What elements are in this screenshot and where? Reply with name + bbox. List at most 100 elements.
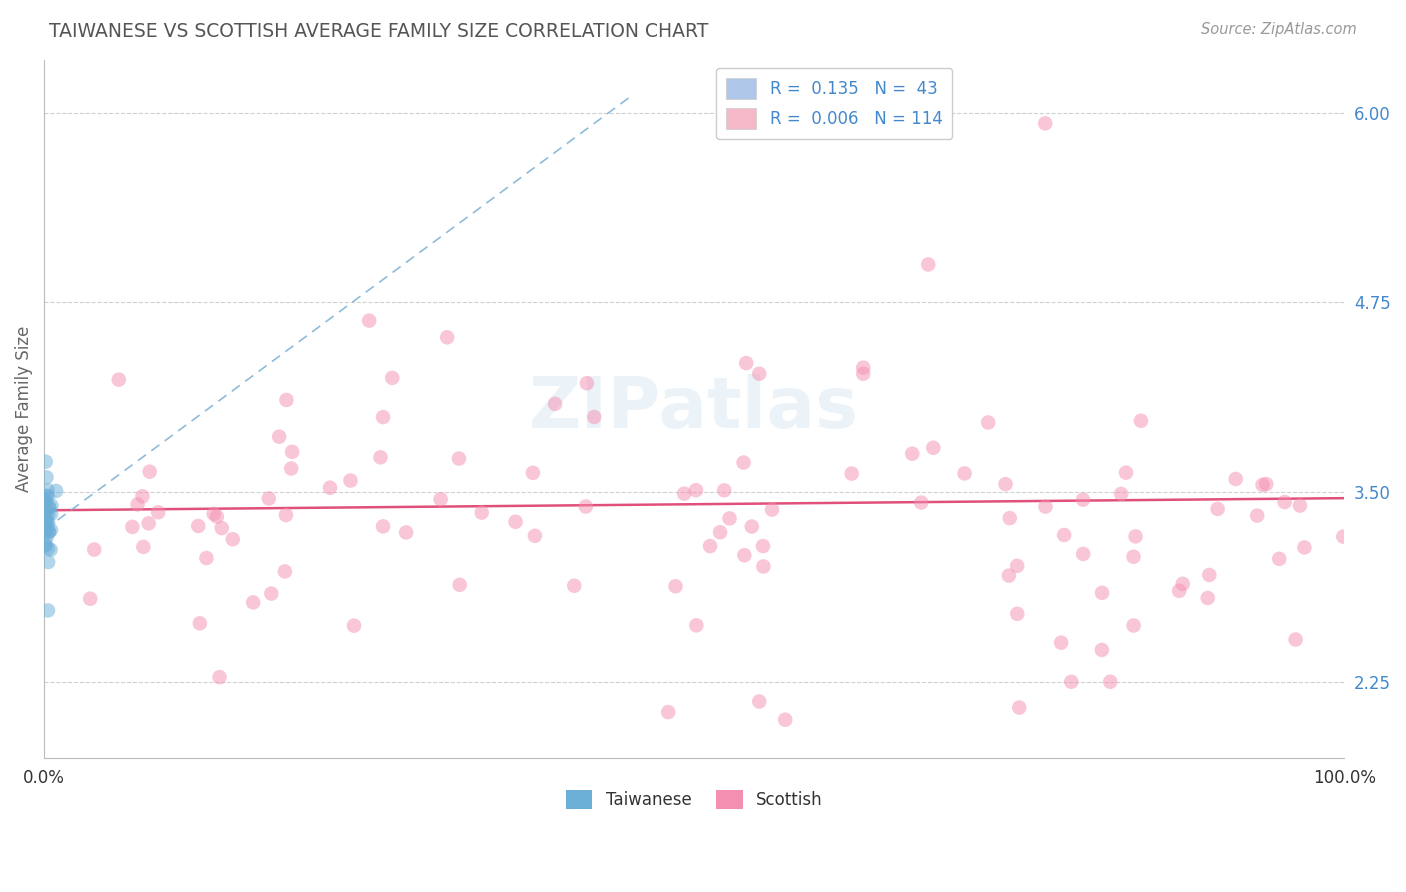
Point — [35, 489, 58, 503]
Point — [274, 565, 297, 579]
Point — [1331, 530, 1354, 544]
Point — [37, 541, 59, 556]
Point — [34, 539, 56, 553]
Point — [449, 578, 471, 592]
Point — [274, 508, 297, 522]
Point — [994, 477, 1017, 491]
Text: ZIPatlas: ZIPatlas — [529, 374, 859, 443]
Point — [657, 705, 679, 719]
Point — [208, 670, 231, 684]
Point — [1225, 472, 1247, 486]
Point — [370, 450, 392, 465]
Point — [575, 376, 598, 391]
Point — [39, 523, 62, 537]
Point — [205, 509, 228, 524]
Point — [685, 618, 707, 632]
Point — [1130, 414, 1153, 428]
Point — [34, 500, 56, 515]
Point — [922, 441, 945, 455]
Point — [257, 491, 280, 506]
Point — [79, 591, 101, 606]
Point — [1294, 541, 1316, 555]
Point — [35, 470, 58, 484]
Point — [32, 508, 55, 522]
Point — [748, 694, 770, 708]
Point — [1122, 549, 1144, 564]
Point — [45, 483, 67, 498]
Point — [664, 579, 686, 593]
Point — [222, 533, 245, 547]
Point — [37, 516, 59, 530]
Point — [202, 507, 225, 521]
Point — [107, 373, 129, 387]
Point — [138, 516, 160, 531]
Point — [1099, 674, 1122, 689]
Point — [1198, 568, 1220, 582]
Point — [1274, 495, 1296, 509]
Point — [1008, 700, 1031, 714]
Point — [1246, 508, 1268, 523]
Legend: Taiwanese, Scottish: Taiwanese, Scottish — [558, 783, 830, 815]
Point — [83, 542, 105, 557]
Point — [34, 516, 56, 530]
Point — [35, 495, 58, 509]
Point — [187, 519, 209, 533]
Point — [1035, 500, 1057, 514]
Point — [138, 465, 160, 479]
Point — [35, 514, 58, 528]
Point — [1256, 477, 1278, 491]
Point — [37, 508, 59, 522]
Point — [34, 510, 56, 524]
Point — [1005, 558, 1028, 573]
Point — [1060, 674, 1083, 689]
Point — [131, 489, 153, 503]
Point — [998, 511, 1021, 525]
Point — [319, 481, 342, 495]
Point — [1206, 502, 1229, 516]
Point — [917, 257, 939, 271]
Point — [41, 499, 63, 513]
Point — [339, 474, 361, 488]
Point — [35, 502, 58, 516]
Point — [32, 505, 55, 519]
Point — [34, 508, 56, 522]
Point — [32, 502, 55, 516]
Point — [35, 514, 58, 528]
Point — [1091, 586, 1114, 600]
Point — [447, 451, 470, 466]
Point — [281, 445, 304, 459]
Point — [1071, 547, 1094, 561]
Point — [910, 495, 932, 509]
Point — [32, 524, 55, 539]
Point — [977, 416, 1000, 430]
Y-axis label: Average Family Size: Average Family Size — [15, 326, 32, 491]
Point — [260, 586, 283, 600]
Point — [195, 551, 218, 566]
Point — [37, 483, 59, 497]
Point — [371, 410, 394, 425]
Point — [34, 495, 56, 509]
Point — [733, 548, 755, 562]
Point — [280, 461, 302, 475]
Point — [34, 514, 56, 528]
Point — [901, 447, 924, 461]
Point — [211, 521, 233, 535]
Point — [1168, 583, 1191, 598]
Point — [35, 530, 58, 544]
Point — [1007, 607, 1029, 621]
Point — [188, 616, 211, 631]
Point — [1109, 487, 1132, 501]
Point — [522, 466, 544, 480]
Point — [752, 559, 775, 574]
Point — [852, 367, 875, 381]
Text: TAIWANESE VS SCOTTISH AVERAGE FAMILY SIZE CORRELATION CHART: TAIWANESE VS SCOTTISH AVERAGE FAMILY SIZ… — [49, 22, 709, 41]
Point — [773, 713, 796, 727]
Point — [583, 409, 606, 424]
Point — [998, 568, 1021, 582]
Point — [371, 519, 394, 533]
Point — [953, 467, 976, 481]
Point — [699, 539, 721, 553]
Point — [562, 579, 585, 593]
Point — [1115, 466, 1137, 480]
Point — [38, 524, 60, 539]
